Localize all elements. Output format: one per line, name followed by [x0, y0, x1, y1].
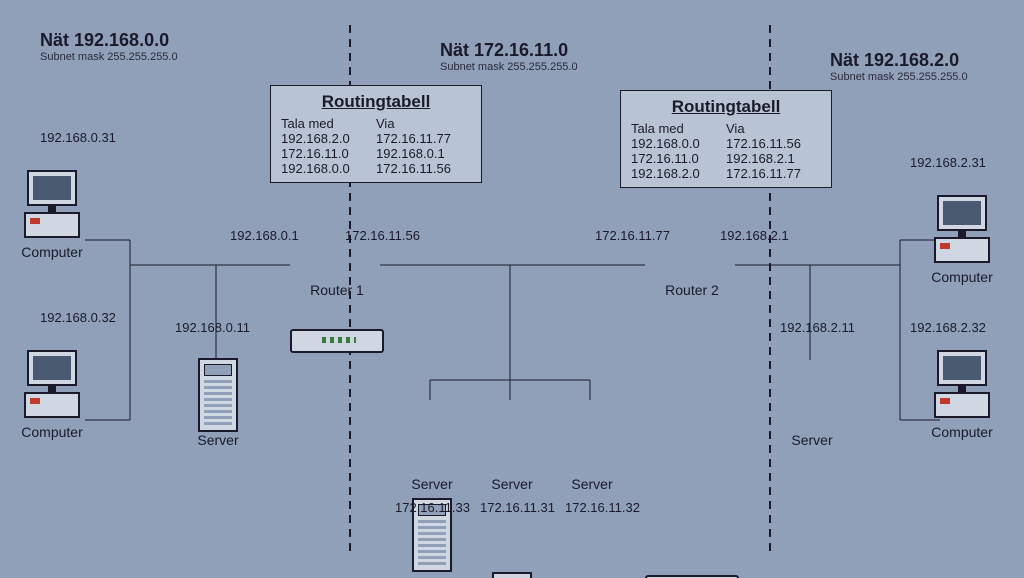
routing-table-1: Routingtabell Tala medVia 192.168.2.0172…	[270, 85, 482, 183]
srv-mid-3-label: Server	[560, 476, 624, 492]
srv-right-label: Server	[782, 432, 842, 448]
router1-ip-left: 192.168.0.1	[230, 228, 299, 243]
rt-cell: 192.168.2.0	[281, 131, 376, 146]
rt-cell: 172.16.11.0	[281, 146, 376, 161]
srv-mid-3-ip: 172.16.11.32	[565, 500, 640, 515]
rt-cell: 172.16.11.77	[726, 166, 801, 181]
net-right-title: Nät 192.168.2.0	[830, 50, 968, 71]
net-left-subnet: Subnet mask 255.255.255.0	[40, 51, 178, 63]
pc-right-top-ip: 192.168.2.31	[910, 155, 986, 170]
net-right-subnet: Subnet mask 255.255.255.0	[830, 71, 968, 83]
rt-cell: 192.168.0.0	[281, 161, 376, 176]
srv-left-ip: 192.168.0.11	[175, 320, 250, 335]
pc-left-top-label: Computer	[20, 244, 84, 260]
srv-mid-2-label: Server	[480, 476, 544, 492]
srv-mid-2-ip: 172.16.11.31	[480, 500, 555, 515]
pc-left-bot-ip: 192.168.0.32	[40, 310, 116, 325]
srv-left-label: Server	[188, 432, 248, 448]
rt-cell: 192.168.0.1	[376, 146, 445, 161]
pc-right-top-label: Computer	[930, 269, 994, 285]
pc-right-bot-label: Computer	[930, 424, 994, 440]
srv-mid-1-label: Server	[400, 476, 464, 492]
rt-cell: 172.16.11.0	[631, 151, 726, 166]
router2-label: Router 2	[645, 282, 739, 298]
router1-ip-right: 172.16.11.56	[345, 228, 420, 243]
computer-icon	[930, 350, 994, 418]
rt-cell: 192.168.2.1	[726, 151, 795, 166]
pc-left-top-ip: 192.168.0.31	[40, 130, 116, 145]
net-mid-subnet: Subnet mask 255.255.255.0	[440, 61, 578, 73]
server-icon	[198, 358, 238, 432]
rt-cell: 192.168.2.0	[631, 166, 726, 181]
computer-icon	[930, 195, 994, 263]
computer-icon	[20, 170, 84, 238]
server-icon	[492, 572, 532, 578]
router2-ip-right: 192.168.2.1	[720, 228, 789, 243]
rt-cell: 172.16.11.77	[376, 131, 451, 146]
rt-cell: 192.168.0.0	[631, 136, 726, 151]
router1-label: Router 1	[290, 282, 384, 298]
rt-col-talk: Tala med	[631, 121, 726, 136]
pc-left-bot-label: Computer	[20, 424, 84, 440]
srv-mid-1-ip: 172.16.11.33	[395, 500, 470, 515]
router-icon	[290, 329, 384, 353]
routing-table-2: Routingtabell Tala medVia 192.168.0.0172…	[620, 90, 832, 188]
routing-title: Routingtabell	[281, 92, 471, 112]
net-left-title: Nät 192.168.0.0	[40, 30, 178, 51]
computer-icon	[20, 350, 84, 418]
rt-col-via: Via	[726, 121, 745, 136]
router2-ip-left: 172.16.11.77	[595, 228, 670, 243]
rt-cell: 172.16.11.56	[376, 161, 451, 176]
net-mid-title: Nät 172.16.11.0	[440, 40, 578, 61]
pc-right-bot-ip: 192.168.2.32	[910, 320, 986, 335]
routing-title: Routingtabell	[631, 97, 821, 117]
srv-right-ip: 192.168.2.11	[780, 320, 855, 335]
rt-col-talk: Tala med	[281, 116, 376, 131]
rt-col-via: Via	[376, 116, 395, 131]
rt-cell: 172.16.11.56	[726, 136, 801, 151]
